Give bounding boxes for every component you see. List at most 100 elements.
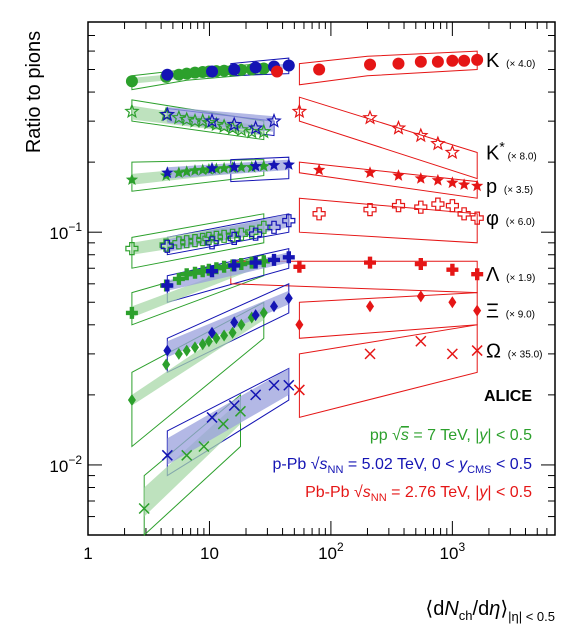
point-phi-PbPb xyxy=(445,199,459,213)
point-kstar-PbPb xyxy=(291,103,308,119)
legend-entry-pPb: p-Pb √sNN = 5.02 TeV, 0 < yCMS < 0.5 xyxy=(272,456,532,476)
point-xi-pp xyxy=(174,347,183,360)
point-xi-PbPb xyxy=(366,300,375,313)
point-p-pp xyxy=(257,159,270,172)
point-lambda-PbPb xyxy=(364,256,376,269)
data-band-xi-pPb xyxy=(167,290,289,358)
point-kstar-PbPb xyxy=(362,109,378,125)
point-lambda-pp xyxy=(235,258,248,270)
point-phi-pp xyxy=(159,238,173,252)
point-lambda-pp xyxy=(180,268,193,281)
point-xi-pp xyxy=(212,332,221,345)
point-k-pPb xyxy=(249,61,262,74)
point-phi-PbPb xyxy=(431,197,445,211)
model-band-k-PbPb xyxy=(298,50,478,86)
point-phi-PbPb xyxy=(414,200,428,214)
point-p-pPb xyxy=(249,159,262,172)
point-phi-pp xyxy=(257,220,271,234)
y-axis-label: Ratio to pions xyxy=(23,31,45,153)
point-xi-PbPb xyxy=(448,296,457,309)
species-label-k: K (× 4.0) xyxy=(486,50,535,72)
point-omega-PbPb xyxy=(415,335,427,347)
point-lambda-pp xyxy=(210,262,223,275)
point-phi-pPb xyxy=(249,227,263,241)
y-tick-label: 10−1 xyxy=(49,220,82,243)
point-lambda-PbPb xyxy=(414,258,427,270)
point-phi-pPb xyxy=(160,239,174,253)
point-xi-pp xyxy=(237,318,246,331)
x-tick-label: 103 xyxy=(440,540,466,563)
point-omega-PbPb xyxy=(293,384,305,396)
point-kstar-pPb xyxy=(226,116,242,132)
point-xi-PbPb xyxy=(473,304,482,317)
point-lambda-pPb xyxy=(206,265,218,278)
legend-entry-PbPb: Pb-Pb √sNN = 2.76 TeV, |y| < 0.5 xyxy=(305,484,532,504)
point-xi-pp xyxy=(198,338,207,351)
point-xi-pPb xyxy=(251,309,260,322)
point-p-PbPb xyxy=(414,172,427,184)
point-omega-pPb xyxy=(206,411,218,423)
point-k-pPb xyxy=(161,68,174,81)
x-tick-label: 1 xyxy=(83,544,92,563)
point-lambda-pp xyxy=(172,272,185,285)
point-p-pp xyxy=(196,163,209,176)
point-omega-pPb xyxy=(228,399,240,412)
point-omega-PbPb xyxy=(446,348,458,360)
point-phi-pPb xyxy=(267,220,281,234)
point-p-PbPb xyxy=(446,176,459,189)
species-label-xi: Ξ (× 9.0) xyxy=(486,301,535,323)
point-xi-pp xyxy=(162,358,171,371)
model-band-phi-pp xyxy=(131,213,265,269)
point-lambda-pp xyxy=(196,265,209,278)
point-kstar-PbPb xyxy=(413,127,429,143)
point-xi-pPb xyxy=(270,300,279,313)
point-xi-pp xyxy=(220,329,229,342)
point-lambda-pPb xyxy=(161,279,174,292)
point-kstar-pp xyxy=(233,121,250,137)
model-band-p-pPb xyxy=(230,156,290,183)
point-omega-pPb xyxy=(283,379,295,391)
point-p-PbPb xyxy=(363,166,377,178)
point-p-PbPb xyxy=(457,178,471,190)
point-k-PbPb xyxy=(431,55,444,68)
y-tick-label: 10−2 xyxy=(49,453,82,476)
point-kstar-pp xyxy=(124,103,140,119)
point-p-pp xyxy=(188,164,202,176)
point-p-pPb xyxy=(205,161,219,174)
point-p-pPb xyxy=(267,158,281,171)
point-k-PbPb xyxy=(471,53,484,66)
point-kstar-pPb xyxy=(204,112,220,128)
point-lambda-pp xyxy=(218,260,231,273)
point-lambda-PbPb xyxy=(471,268,484,281)
point-lambda-pPb xyxy=(268,253,280,266)
point-xi-pp xyxy=(182,344,191,357)
point-xi-pp xyxy=(127,394,136,407)
point-xi-pp xyxy=(190,341,199,354)
x-tick-label: 10 xyxy=(200,544,219,563)
point-omega-pp xyxy=(138,502,150,515)
point-phi-pp xyxy=(196,232,210,247)
point-k-PbPb xyxy=(458,54,471,67)
point-xi-pPb xyxy=(163,344,172,357)
point-p-pp xyxy=(125,173,139,185)
point-omega-pp xyxy=(217,418,229,430)
point-p-pp xyxy=(235,160,248,173)
point-xi-pp xyxy=(259,306,268,319)
species-label-phi: φ (× 6.0) xyxy=(486,208,535,230)
point-lambda-pPb xyxy=(228,259,241,272)
point-xi-PbPb xyxy=(295,318,304,331)
point-omega-pp xyxy=(198,440,210,453)
point-p-pp xyxy=(217,161,231,174)
point-lambda-pp xyxy=(189,266,201,279)
species-label-kstar: K* (× 8.0) xyxy=(486,138,537,164)
point-phi-pPb xyxy=(227,231,241,245)
data-band-kstar-pPb xyxy=(167,107,274,132)
point-p-pPb xyxy=(282,158,295,170)
point-lambda-pPb xyxy=(249,256,262,269)
data-band-omega-pPb xyxy=(167,368,289,465)
point-k-PbPb xyxy=(392,57,405,70)
point-k-PbPb xyxy=(313,63,326,76)
point-p-pp xyxy=(180,165,193,177)
point-phi-PbPb xyxy=(470,211,484,225)
